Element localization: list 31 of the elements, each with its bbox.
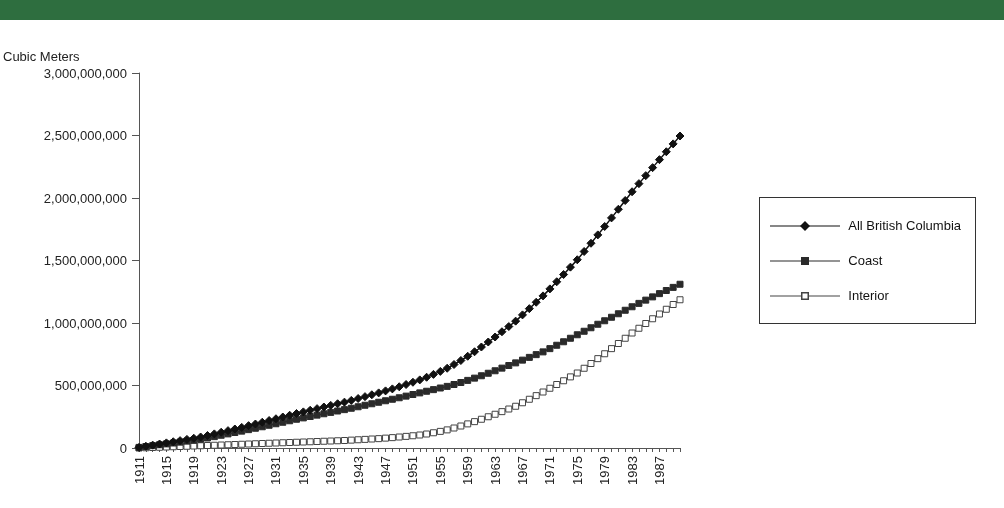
x-tick-label: 1955 — [432, 456, 448, 485]
y-tick-label: 2,500,000,000 — [43, 128, 127, 143]
y-tick-label: 3,000,000,000 — [43, 65, 127, 81]
y-tick-label: 1,000,000,000 — [43, 315, 127, 331]
x-tick-label: 1923 — [213, 456, 229, 485]
legend-label: Interior — [848, 288, 889, 303]
x-tick-label: 1975 — [569, 456, 585, 485]
x-tick-label: 1983 — [624, 456, 640, 485]
x-tick-label: 1971 — [542, 456, 558, 485]
x-tick-label: 1959 — [460, 456, 476, 485]
x-tick-label: 1943 — [350, 456, 366, 485]
x-tick-label: 1987 — [651, 456, 667, 485]
y-tick-label: 2,000,000,000 — [43, 190, 127, 206]
x-tick-label: 1915 — [158, 456, 174, 485]
legend-label: All British Columbia — [848, 218, 961, 233]
x-tick-label: 1931 — [268, 456, 284, 485]
x-tick-label: 1963 — [487, 456, 503, 485]
legend-label: Coast — [848, 253, 883, 268]
x-tick-label: 1979 — [597, 456, 613, 485]
x-tick-label: 1939 — [323, 456, 339, 485]
y-axis-title: Cubic Meters — [3, 49, 81, 64]
x-tick-label: 1951 — [405, 456, 421, 485]
y-tick-label: 1,500,000,000 — [43, 253, 127, 268]
x-tick-label: 1967 — [514, 456, 530, 485]
x-tick-label: 1911 — [131, 456, 147, 484]
x-tick-label: 1947 — [378, 456, 394, 485]
x-tick-label: 1919 — [186, 456, 202, 485]
x-tick-label: 1935 — [295, 456, 311, 485]
x-tick-label: 1927 — [241, 456, 257, 485]
y-tick-label: 500,000,000 — [54, 378, 127, 393]
y-tick-label: 0 — [119, 440, 127, 456]
